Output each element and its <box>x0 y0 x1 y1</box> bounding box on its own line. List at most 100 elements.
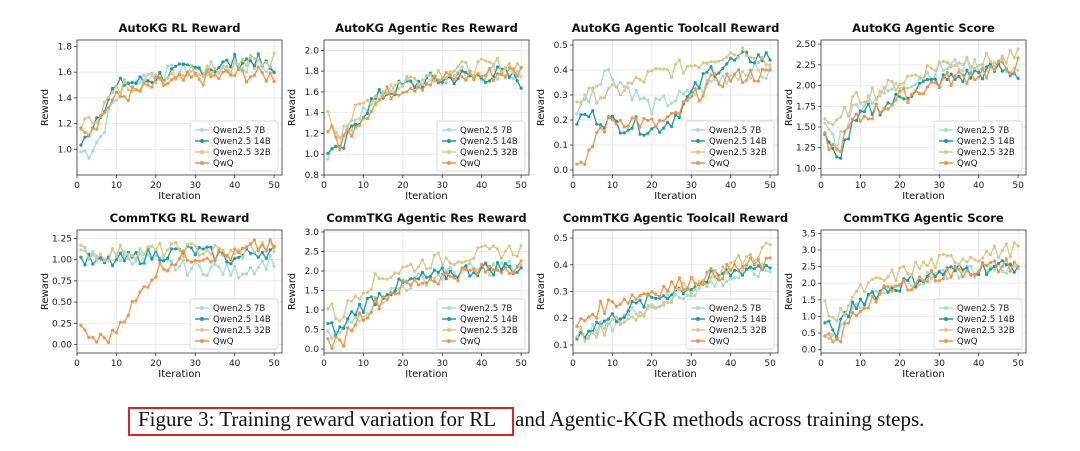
data-point <box>142 78 146 83</box>
data-point <box>906 272 910 276</box>
data-point <box>760 268 764 272</box>
data-point <box>858 297 863 301</box>
y-axis-label: Reward <box>784 273 795 310</box>
data-point <box>444 271 448 275</box>
data-point <box>350 124 354 128</box>
data-point <box>373 303 377 307</box>
data-point <box>650 117 654 121</box>
data-point <box>957 61 961 65</box>
data-point <box>626 301 630 305</box>
data-point <box>575 122 579 126</box>
data-point <box>142 261 146 265</box>
data-point <box>941 73 945 77</box>
x-tick-label: 10 <box>855 359 867 369</box>
legend-swatch-marker <box>944 317 948 321</box>
data-point <box>614 85 619 89</box>
data-point <box>87 257 91 261</box>
data-point <box>272 51 276 55</box>
data-point <box>760 75 764 79</box>
data-point <box>823 299 827 303</box>
data-point <box>957 267 961 271</box>
data-point <box>670 293 674 297</box>
data-point <box>957 67 961 71</box>
data-point <box>377 98 381 102</box>
legend-swatch-marker <box>696 139 700 143</box>
data-point <box>95 116 99 120</box>
data-point <box>519 244 523 248</box>
data-point <box>965 269 969 273</box>
data-point <box>201 247 205 251</box>
data-point <box>626 81 630 85</box>
data-point <box>237 66 241 71</box>
data-point <box>511 253 515 257</box>
data-point <box>606 322 611 326</box>
data-point <box>697 86 701 90</box>
data-point <box>850 103 855 107</box>
data-point <box>717 71 721 75</box>
data-point <box>854 119 859 123</box>
data-point <box>114 254 118 258</box>
legend-swatch-marker <box>447 317 451 321</box>
data-point <box>654 67 658 71</box>
data-point <box>495 268 500 272</box>
data-point <box>748 76 753 80</box>
data-point <box>733 268 737 272</box>
data-point <box>985 51 989 55</box>
data-point <box>748 256 753 260</box>
data-point <box>405 74 409 78</box>
data-point <box>381 95 385 99</box>
data-point <box>618 323 622 327</box>
data-point <box>448 269 452 273</box>
data-point <box>209 265 213 269</box>
data-point <box>673 62 678 66</box>
data-point <box>162 259 166 263</box>
data-point <box>495 57 500 61</box>
data-point <box>421 88 425 92</box>
data-point <box>992 68 997 72</box>
legend-label: Qwen2.5 7B <box>460 126 512 136</box>
data-point <box>709 60 713 64</box>
data-point <box>1008 48 1012 52</box>
data-point <box>941 59 945 63</box>
data-point <box>737 275 741 280</box>
data-point <box>701 72 705 76</box>
data-point <box>424 267 429 271</box>
data-point <box>252 238 256 242</box>
data-point <box>701 282 705 286</box>
series-line <box>824 259 1019 340</box>
data-point <box>256 65 260 69</box>
data-point <box>733 72 737 76</box>
data-point <box>914 73 918 77</box>
data-point <box>79 126 83 130</box>
series-line <box>80 239 275 262</box>
x-tick-label: 0 <box>570 359 576 369</box>
data-point <box>705 61 709 65</box>
data-point <box>681 297 686 301</box>
data-point <box>721 284 725 288</box>
data-point <box>476 246 480 250</box>
data-point <box>642 314 646 318</box>
y-tick-label: 1.00 <box>52 256 72 266</box>
data-point <box>421 78 425 82</box>
y-tick-label: 1.25 <box>52 234 72 244</box>
data-point <box>138 290 142 294</box>
x-tick-label: 0 <box>74 359 80 369</box>
data-point <box>197 253 201 257</box>
data-point <box>721 58 725 62</box>
data-point <box>638 293 642 298</box>
data-point <box>338 136 342 140</box>
data-point <box>878 111 882 115</box>
series-line <box>824 62 1019 160</box>
data-point <box>472 271 476 275</box>
data-point <box>768 243 772 247</box>
data-point <box>737 56 741 60</box>
data-point <box>933 73 937 77</box>
x-tick-label: 10 <box>607 181 619 191</box>
data-point <box>729 261 733 265</box>
data-point <box>126 313 130 318</box>
data-point <box>981 262 985 266</box>
data-point <box>268 65 272 69</box>
data-point <box>906 86 910 90</box>
data-point <box>595 335 599 339</box>
data-point <box>981 67 985 71</box>
